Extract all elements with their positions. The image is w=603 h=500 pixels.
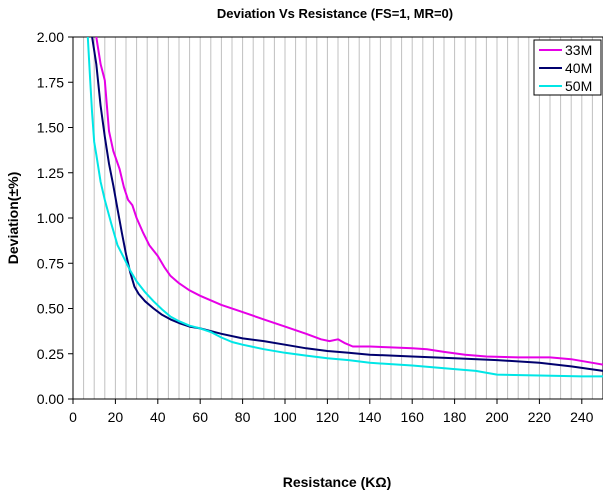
x-tick-label: 60 xyxy=(192,409,208,425)
x-tick-label: 80 xyxy=(235,409,251,425)
y-tick-label: 1.75 xyxy=(37,74,64,90)
series-line-33m xyxy=(95,36,603,366)
x-tick-label: 140 xyxy=(358,409,382,425)
axis-ticks xyxy=(68,36,583,404)
y-tick-label: 0.00 xyxy=(37,391,64,407)
x-tick-label: 120 xyxy=(316,409,340,425)
x-tick-label: 220 xyxy=(528,409,552,425)
chart-title: Deviation Vs Resistance (FS=1, MR=0) xyxy=(217,6,453,21)
x-axis-tick-labels: 0 20 40 60 80 100 120 140 160 180 200 220 240 xyxy=(69,409,594,425)
y-tick-label: 2.00 xyxy=(37,29,64,45)
y-tick-label: 0.50 xyxy=(37,301,64,317)
legend-label-33m: 33M xyxy=(565,42,592,58)
x-tick-label: 100 xyxy=(273,409,297,425)
x-tick-label: 200 xyxy=(485,409,509,425)
series-lines xyxy=(86,36,603,378)
x-tick-label: 180 xyxy=(443,409,467,425)
y-tick-label: 0.25 xyxy=(37,346,64,362)
x-axis-title: Resistance (KΩ) xyxy=(283,474,391,490)
series-line-40m xyxy=(91,36,603,372)
x-tick-label: 160 xyxy=(401,409,425,425)
y-axis-title: Deviation(±%) xyxy=(5,172,21,264)
x-tick-label: 240 xyxy=(570,409,594,425)
x-tick-label: 0 xyxy=(69,409,77,425)
legend-label-50m: 50M xyxy=(565,78,592,94)
y-tick-label: 0.75 xyxy=(37,255,64,271)
series-line-50m xyxy=(86,36,603,378)
x-tick-label: 40 xyxy=(150,409,166,425)
legend-label-40m: 40M xyxy=(565,60,592,76)
y-tick-label: 1.25 xyxy=(37,165,64,181)
y-tick-label: 1.00 xyxy=(37,210,64,226)
legend: 33M 40M 50M xyxy=(533,39,602,96)
x-tick-label: 20 xyxy=(108,409,124,425)
vertical-gridlines xyxy=(83,37,593,399)
y-tick-label: 1.50 xyxy=(37,120,64,136)
y-axis-tick-labels: 0.00 0.25 0.50 0.75 1.00 1.25 1.50 1.75 2.00 xyxy=(37,29,64,407)
